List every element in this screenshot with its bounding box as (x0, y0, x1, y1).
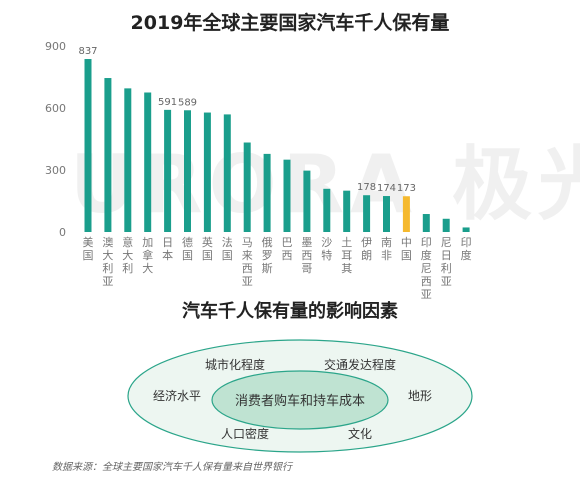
x-category-label: 土 (341, 236, 352, 249)
x-category-label: 斯 (262, 262, 273, 275)
bar-data-label: 178 (357, 182, 376, 193)
x-category-label: 罗 (262, 249, 273, 262)
x-category-label: 西 (301, 249, 312, 262)
bar (303, 170, 311, 232)
y-tick-label: 0 (59, 226, 66, 239)
x-category-label: 利 (122, 262, 133, 275)
x-category-label: 亚 (421, 288, 432, 301)
x-category-label: 亚 (242, 275, 253, 288)
x-category-label: 巴 (282, 236, 293, 249)
x-category-label: 马 (242, 236, 253, 249)
x-category-label: 大 (122, 248, 133, 262)
x-category-label: 德 (182, 235, 193, 249)
x-category-label: 伊 (361, 236, 372, 249)
diagram-title: 汽车千人保有量的影响因素 (182, 301, 398, 322)
factor-diagram: 消费者购车和持车成本 城市化程度 交通发达程度 经济水平 地形 人口密度 文化 (127, 339, 473, 453)
bar (323, 188, 331, 232)
x-category-label: 朗 (361, 249, 372, 262)
x-category-label: 南 (381, 236, 392, 249)
factor-economy: 经济水平 (153, 388, 201, 403)
bar (383, 196, 390, 232)
bar-data-label: 591 (158, 97, 177, 108)
chart-title: 2019年全球主要国家汽车千人保有量 (130, 12, 450, 34)
x-category-label: 国 (222, 249, 233, 262)
x-category-label: 尼 (441, 236, 452, 249)
x-category-label: 尼 (421, 262, 432, 275)
x-category-label: 国 (182, 249, 193, 262)
y-tick-label: 600 (45, 102, 66, 115)
bar-data-label: 837 (78, 46, 97, 57)
x-category-label: 中 (401, 236, 412, 249)
x-category-label: 澳 (102, 236, 113, 249)
x-category-label: 亚 (441, 275, 452, 288)
bar (223, 114, 231, 232)
x-category-label: 国 (401, 249, 412, 262)
bar (422, 214, 430, 232)
center-cost-ellipse (211, 370, 389, 430)
x-category-label: 大 (102, 248, 113, 262)
x-category-label: 度 (461, 248, 472, 262)
x-category-label: 西 (421, 275, 432, 288)
x-category-label: 拿 (142, 248, 153, 262)
bar (243, 142, 251, 232)
x-category-label: 国 (83, 249, 94, 262)
x-category-label: 印 (421, 236, 432, 249)
bar (402, 196, 410, 232)
x-category-label: 亚 (102, 275, 113, 288)
bar-data-label: 173 (397, 183, 416, 194)
bar (164, 109, 172, 232)
bar-data-label: 589 (178, 97, 197, 108)
bar (144, 92, 152, 232)
x-category-label: 利 (441, 262, 452, 275)
bar (203, 112, 211, 232)
x-category-label: 日 (162, 236, 173, 249)
x-category-label: 本 (162, 248, 173, 262)
y-tick-label: 900 (45, 40, 66, 53)
x-category-label: 国 (202, 249, 213, 262)
x-category-label: 特 (321, 248, 332, 262)
x-category-label: 度 (421, 248, 432, 262)
bar (442, 218, 450, 232)
bar (363, 195, 371, 232)
x-category-label: 加 (142, 236, 153, 249)
x-category-label: 西 (282, 249, 293, 262)
x-category-label: 法 (222, 235, 233, 249)
x-category-label: 印 (461, 236, 472, 249)
x-category-label: 非 (381, 249, 392, 262)
x-category-label: 西 (242, 262, 253, 275)
x-category-label: 俄 (262, 236, 273, 249)
center-cost-label: 消费者购车和持车成本 (235, 393, 365, 409)
bar (184, 110, 191, 232)
data-source-note: 数据来源：全球主要国家汽车千人保有量来自世界银行 (52, 462, 292, 473)
x-category-label: 沙 (321, 236, 332, 249)
bar (263, 153, 271, 232)
bar (343, 190, 351, 232)
x-category-label: 来 (242, 249, 253, 262)
x-category-label: 大 (142, 261, 153, 275)
bar (124, 88, 132, 232)
factor-terrain: 地形 (408, 389, 432, 403)
x-category-label: 意 (122, 235, 133, 249)
x-category-label: 墨 (301, 236, 312, 249)
factor-culture: 文化 (348, 426, 372, 441)
y-tick-label: 300 (45, 164, 66, 177)
x-category-label: 利 (102, 262, 113, 275)
bar (283, 159, 291, 232)
bar-chart: 9006003000美国837澳大利亚意大利加拿大日本591德国589英国法国马… (45, 40, 472, 301)
bar (104, 78, 112, 233)
factor-population-density: 人口密度 (221, 426, 269, 441)
factor-transport: 交通发达程度 (324, 357, 396, 372)
x-category-label: 哥 (301, 262, 312, 275)
bar-data-label: 174 (377, 183, 396, 194)
factor-urbanization: 城市化程度 (205, 357, 265, 372)
bar (84, 59, 92, 232)
x-category-label: 其 (341, 262, 352, 275)
x-category-label: 美 (83, 236, 94, 249)
x-category-label: 英 (202, 235, 213, 249)
x-category-label: 日 (441, 249, 452, 262)
x-category-label: 耳 (341, 249, 352, 262)
bar (462, 227, 470, 232)
